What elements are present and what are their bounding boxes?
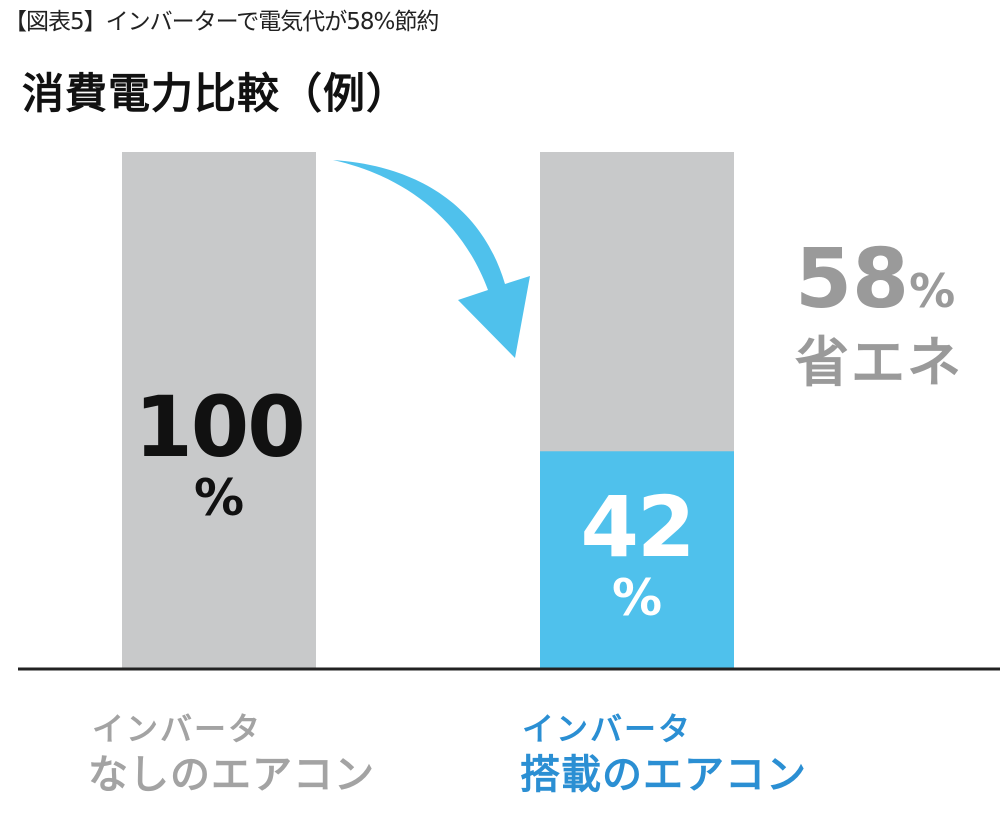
bar-with-inverter bbox=[540, 451, 734, 668]
bar-without-inverter bbox=[122, 152, 316, 668]
bar-value-label-2: 42 % bbox=[540, 485, 734, 623]
figure-caption: 【図表5】インバーターで電気代が58%節約 bbox=[4, 9, 439, 35]
savings-unit: % bbox=[909, 264, 956, 318]
bar-value-number: 42 bbox=[580, 478, 696, 576]
savings-annotation: 58% bbox=[795, 232, 955, 327]
savings-number: 58 bbox=[795, 232, 910, 327]
bar-value-label-1: 100 % bbox=[122, 385, 316, 523]
x-label-1-line1: インバータ bbox=[92, 710, 263, 748]
bar-value-unit: % bbox=[193, 469, 245, 527]
savings-text: 省エネ bbox=[795, 331, 963, 394]
reduction-arrow-icon bbox=[333, 160, 530, 358]
x-label-1-line2: なしのエアコン bbox=[88, 752, 375, 798]
bar-value-unit: % bbox=[611, 569, 663, 627]
x-label-2-line1: インバータ bbox=[522, 710, 693, 748]
chart-title: 消費電力比較（例） bbox=[22, 69, 410, 118]
bar-value-number: 100 bbox=[134, 378, 305, 476]
x-label-2-line2: 搭載のエアコン bbox=[520, 752, 807, 798]
